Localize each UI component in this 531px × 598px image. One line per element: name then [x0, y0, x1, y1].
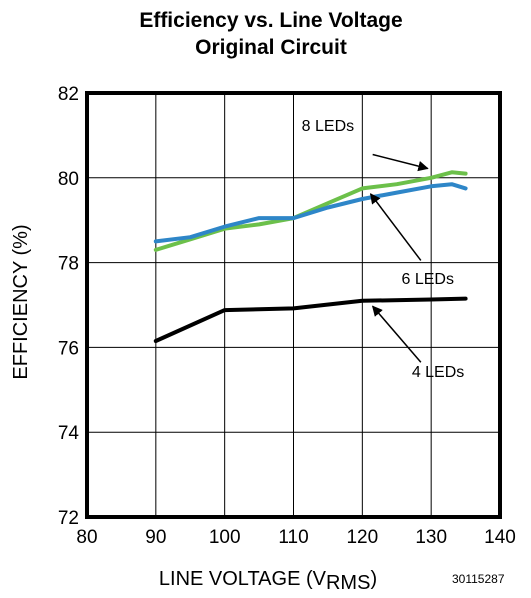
y-tick-label-80: 80	[58, 169, 79, 190]
x-tick-labels: 80 90 100 110 120 130 140	[76, 527, 515, 548]
y-axis-label: EFFICIENCY (%)	[10, 224, 32, 379]
annotations: 8 LEDs 6 LEDs 4 LEDs	[302, 118, 465, 381]
x-tick-label-80: 80	[76, 527, 97, 548]
figure-id: 30115287	[452, 572, 505, 586]
x-axis-label-main: LINE VOLTAGE (V	[159, 568, 327, 590]
y-tick-label-78: 78	[58, 254, 79, 275]
chart-title: Efficiency vs. Line Voltage	[139, 9, 402, 32]
y-tick-label-76: 76	[58, 338, 79, 359]
series-layer	[153, 170, 468, 343]
plot-frame	[85, 91, 502, 519]
series-line-8-leds	[153, 170, 468, 252]
y-tick-label-72: 72	[58, 508, 79, 529]
x-tick-label-110: 110	[278, 527, 308, 548]
annotation-arrow-4-leds	[371, 305, 422, 363]
x-axis-label-subscript: RMS	[326, 572, 370, 594]
series-line-6-leds	[153, 182, 468, 244]
grid-lines	[87, 93, 500, 517]
x-tick-label-120: 120	[346, 527, 378, 548]
x-tick-label-90: 90	[145, 527, 166, 548]
annotation-arrow-6-leds	[369, 193, 422, 261]
y-tick-labels: 72 74 76 78 80 82	[58, 84, 80, 529]
annotation-label-4-leds: 4 LEDs	[412, 364, 464, 381]
x-tick-label-130: 130	[415, 527, 447, 548]
chart-subtitle: Original Circuit	[195, 36, 347, 59]
annotation-arrow-8-leds	[372, 153, 429, 172]
x-axis-label-close: )	[370, 568, 377, 590]
annotation-label-6-leds: 6 LEDs	[401, 271, 453, 288]
y-tick-label-82: 82	[58, 84, 79, 105]
annotation-label-8-leds: 8 LEDs	[302, 118, 354, 135]
series-line-4-leds	[153, 296, 468, 343]
x-tick-label-100: 100	[209, 527, 241, 548]
x-tick-label-140: 140	[484, 527, 516, 548]
x-axis-label: LINE VOLTAGE (VRMS)	[159, 568, 377, 594]
y-tick-label-74: 74	[58, 423, 80, 444]
